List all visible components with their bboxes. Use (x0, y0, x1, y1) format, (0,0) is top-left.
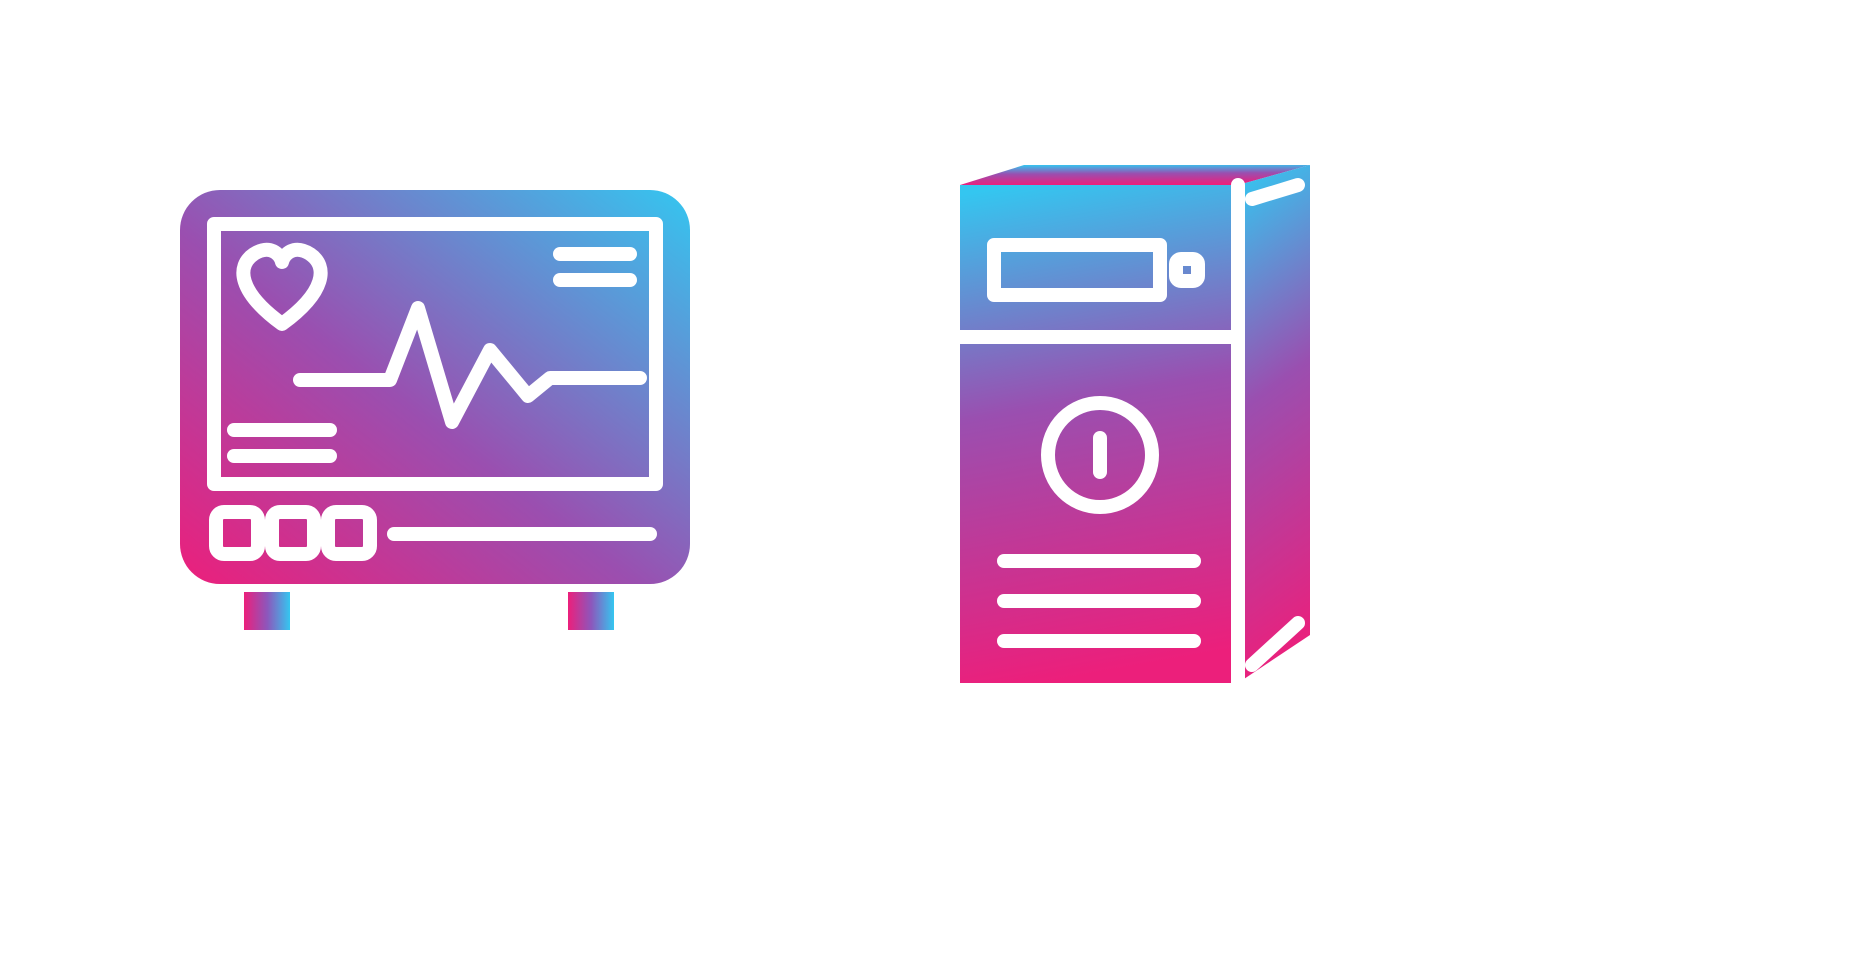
icon-pair-stage (0, 0, 1854, 980)
monitor-foot-2 (568, 592, 614, 630)
ecg-monitor-icon (180, 190, 690, 630)
tower-side (1238, 165, 1310, 683)
monitor-foot-1 (244, 592, 290, 630)
computer-tower-icon (960, 165, 1310, 683)
